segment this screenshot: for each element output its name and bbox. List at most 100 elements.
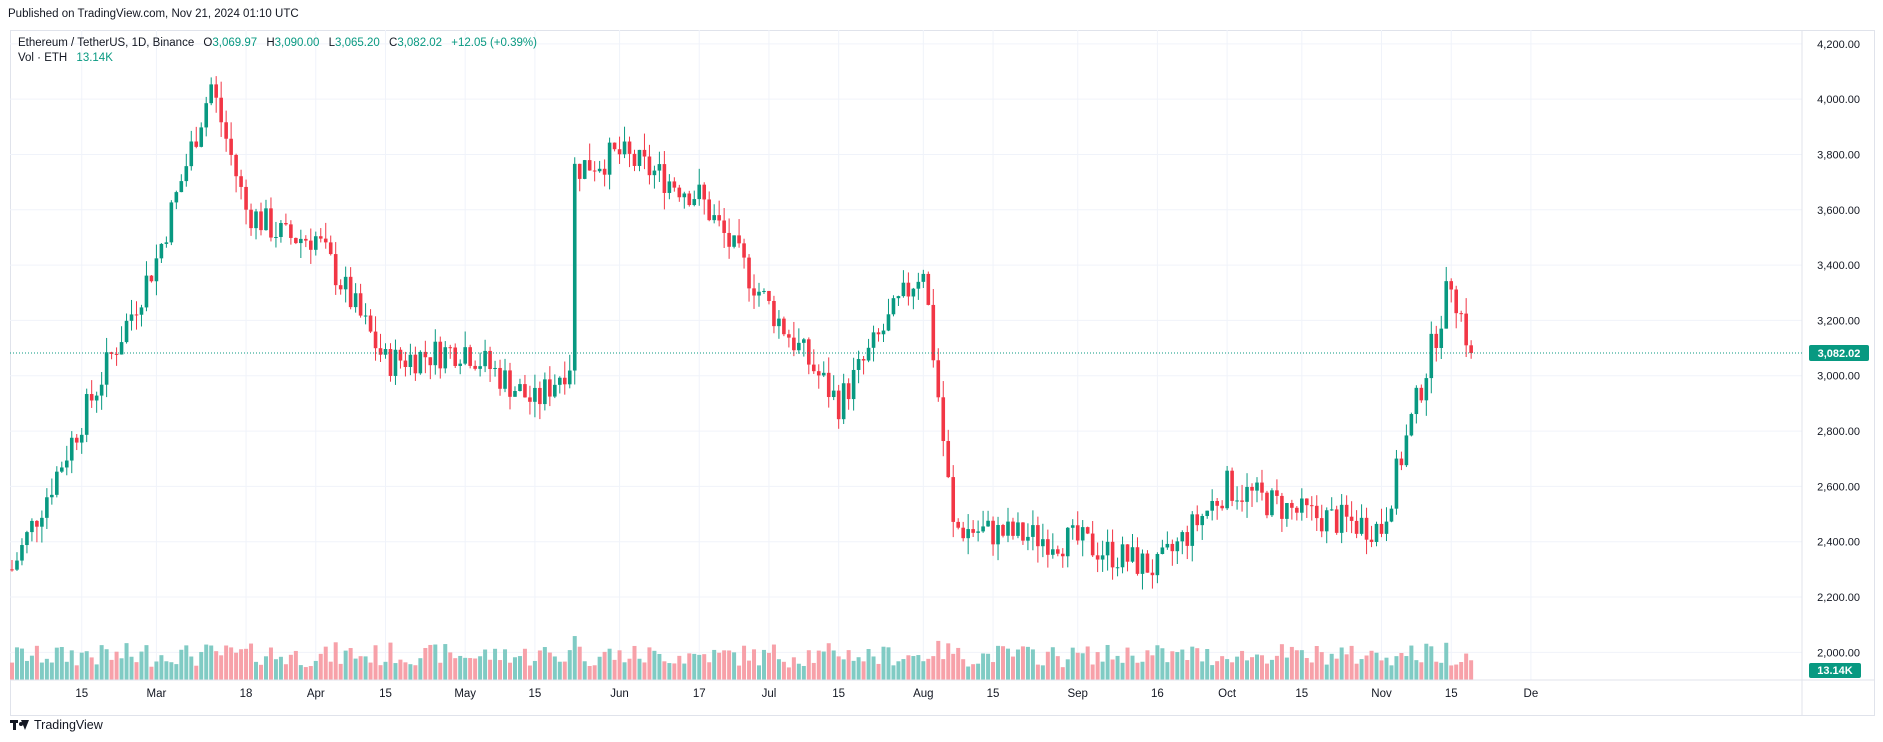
candle-body	[214, 84, 218, 98]
volume-bar	[816, 650, 821, 680]
volume-bar	[179, 649, 184, 680]
candle-body	[10, 569, 14, 571]
volume-bar	[742, 645, 747, 680]
volume-bar	[517, 656, 522, 680]
candle-body	[284, 223, 288, 225]
volume-bar	[483, 649, 488, 680]
volume-bar	[527, 665, 532, 680]
volume-bar	[119, 658, 124, 680]
volume-bar	[39, 662, 44, 680]
candle-body	[782, 318, 786, 335]
candle-body	[1449, 281, 1454, 290]
candle-body	[787, 334, 791, 338]
low-label: L	[328, 37, 336, 49]
candle-body	[383, 349, 388, 355]
candle-body	[134, 314, 139, 316]
candle-body	[144, 275, 149, 308]
candle-body	[1160, 547, 1165, 555]
candle-body	[483, 350, 487, 367]
candle-body	[856, 359, 861, 370]
candle-body	[936, 360, 941, 398]
volume-bar	[348, 648, 353, 680]
volume-bar	[662, 661, 667, 680]
candle-body	[627, 141, 632, 154]
candle-body	[393, 349, 398, 376]
volume-bar	[298, 665, 303, 680]
candle-body	[413, 354, 418, 374]
volume-bar	[503, 649, 508, 680]
candle-body	[1250, 486, 1254, 491]
volume-bar	[512, 657, 517, 680]
volume-bar	[1175, 652, 1180, 680]
candle-body	[418, 351, 423, 374]
volume-bar	[697, 654, 702, 680]
candle-body	[538, 387, 542, 405]
candle-body	[841, 383, 846, 420]
volume-bar	[1379, 660, 1384, 680]
candle-body	[348, 276, 353, 308]
volume-bar	[1245, 660, 1250, 680]
published-caption: Published on TradingView.com, Nov 21, 20…	[8, 8, 299, 20]
volume-bar	[64, 661, 69, 680]
time-tick-label: Sep	[1067, 688, 1087, 700]
volume-bar	[328, 661, 333, 680]
volume-bar	[801, 665, 806, 680]
candle-body	[513, 390, 517, 397]
volume-bar	[761, 649, 766, 680]
candle-body	[602, 168, 607, 175]
volume-bar	[597, 656, 602, 680]
volume-bar	[428, 644, 433, 680]
candle-body	[901, 282, 906, 297]
candle-body	[343, 276, 348, 290]
candle-body	[1394, 458, 1399, 509]
candle-body	[164, 242, 169, 244]
time-tick-label: Oct	[1218, 688, 1237, 700]
candle-body	[1046, 539, 1050, 555]
volume-bar	[891, 665, 896, 680]
volume-bar	[393, 663, 398, 680]
volume-bar	[383, 661, 388, 680]
candle-body	[1080, 527, 1085, 541]
volume-value: 13.14K	[76, 52, 113, 64]
volume-bar	[288, 654, 293, 680]
volume-bar	[104, 649, 109, 680]
time-tick-label: Nov	[1371, 688, 1392, 700]
volume-bar	[234, 652, 239, 680]
candle-body	[1070, 525, 1075, 528]
volume-bar	[866, 649, 871, 680]
volume-bar	[1344, 654, 1349, 680]
volume-bar	[1155, 645, 1160, 680]
volume-bar	[224, 645, 229, 680]
volume-bar	[378, 665, 383, 680]
volume-bar	[189, 656, 194, 680]
chart-frame[interactable]	[10, 30, 1875, 716]
volume-bar	[1040, 665, 1045, 680]
volume-bar	[1220, 656, 1225, 680]
volume-bar	[717, 652, 722, 680]
candle-body	[797, 342, 801, 351]
volume-bar	[14, 647, 19, 680]
last-price-badge	[1809, 345, 1869, 362]
volume-bar	[468, 658, 473, 680]
volume-bar	[1080, 653, 1085, 680]
volume-bar	[1090, 664, 1095, 680]
footer-brand[interactable]: TradingView	[10, 718, 103, 732]
candle-body	[1454, 289, 1458, 314]
volume-bar	[577, 646, 582, 680]
volume-bar	[1404, 656, 1409, 680]
candle-body	[1389, 508, 1394, 522]
candle-body	[916, 281, 921, 289]
volume-bar	[627, 658, 632, 680]
volume-bar	[771, 644, 776, 680]
volume-bar	[318, 653, 323, 680]
candle-body	[637, 149, 642, 166]
candle-body	[129, 314, 134, 321]
volume-bar	[1314, 645, 1319, 680]
candle-body	[577, 163, 582, 179]
volume-bar	[1115, 655, 1120, 680]
volume-bar	[667, 663, 672, 680]
candle-body	[1195, 514, 1200, 526]
candle-body	[488, 350, 492, 370]
candle-body	[1434, 333, 1439, 348]
